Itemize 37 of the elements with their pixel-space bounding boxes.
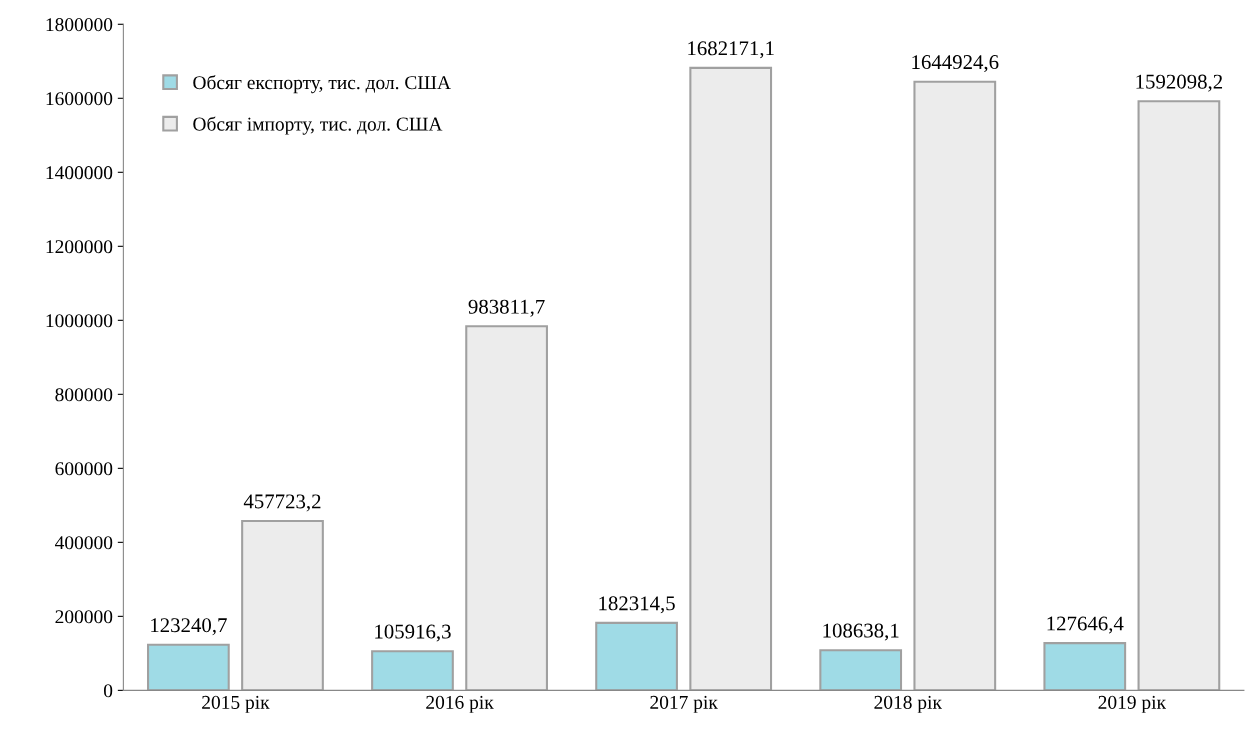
data-label: 1592098,2 [1136,74,1223,92]
bar [913,80,997,691]
bar [465,325,548,691]
data-label: 983811,7 [468,299,545,317]
data-label: 105916,3 [375,624,451,642]
y-tick-label: 1000000 [46,314,113,328]
bar [819,649,903,691]
bar [146,643,230,691]
data-label: 457723,2 [243,494,321,512]
data-label: 182314,5 [599,596,675,614]
y-tick-label: 1800000 [46,18,113,32]
data-label: 1682171,1 [688,41,774,59]
legend-label: Обсяг експорту, тис. дол. США [193,75,451,94]
data-label: 123240,7 [151,618,227,636]
x-tick-label: 2018 рік [874,695,942,713]
x-tick-label: 2019 рік [1098,695,1167,713]
y-tick-label: 1600000 [46,92,113,106]
y-tick-label: 600000 [55,462,113,476]
x-tick-label: 2017 рік [650,695,718,713]
legend-label: Обсяг імпорту, тис. дол. США [193,116,443,135]
bar [689,66,773,691]
y-tick-label: 1200000 [46,240,113,254]
y-tick-label: 0 [103,684,113,698]
data-label: 1644924,6 [912,55,999,73]
data-label: 108638,1 [823,623,899,641]
y-tick-label: 1400000 [46,166,113,180]
bar [595,621,678,691]
bar [1043,642,1127,691]
bar [241,519,324,691]
y-tick-label: 400000 [55,536,113,550]
data-label: 127646,4 [1047,616,1124,634]
y-tick-label: 800000 [55,388,113,402]
x-tick-label: 2015 рік [202,695,270,713]
x-tick-label: 2016 рік [426,695,494,713]
bar [371,650,454,691]
bar [1137,100,1221,691]
y-tick-label: 200000 [55,610,113,624]
